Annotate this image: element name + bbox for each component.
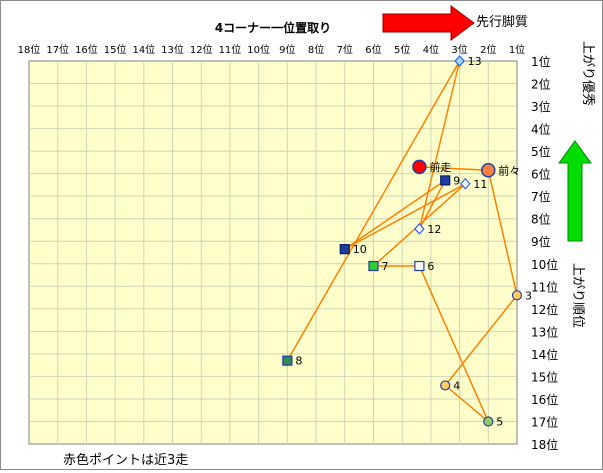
y-tick-label: 15位 [531,369,558,384]
y-tick-label: 7位 [531,189,551,204]
point-label: 9 [453,174,460,187]
data-point: 4 [440,379,460,392]
data-point: 7 [368,260,388,273]
x-tick-label: 1位 [509,43,525,56]
y-tick-label: 17位 [531,414,558,429]
x-tick-label: 11位 [219,43,242,56]
point-label: 11 [473,178,487,191]
data-points: 13 前走 前々 9 11 12 10 7 6 3 8 4 5 [282,55,532,428]
chart-title: 4コーナー一位置取り [215,20,331,35]
x-tick-label: 2位 [480,43,496,56]
y-tick-label: 8位 [531,212,551,227]
y-tick-label: 5位 [531,144,551,159]
y-tick-label: 9位 [531,234,551,249]
data-point: 6 [414,260,434,273]
point-label: 8 [295,355,302,368]
grid-lines [29,61,517,444]
y-tick-labels: 1位 2位 3位 4位 5位 6位 7位 8位 9位 10位 11位 12位 13位 14位 15位 16位 1… [531,54,558,452]
data-point: 3 [511,289,532,302]
footer-note: 赤色ポイントは近3走 [63,452,188,468]
data-point: 前々 [481,163,520,178]
y-tick-label: 10位 [531,257,558,272]
y-tick-label: 1位 [531,54,551,69]
y-tick-label: 12位 [531,302,558,317]
top-arrow-label: 先行脚質 [476,14,528,30]
x-tick-label: 14位 [132,43,155,56]
point-label: 5 [496,415,503,428]
x-tick-label: 8位 [308,43,324,56]
right-top-label: 上がり優秀 [580,41,595,106]
y-tick-label: 2位 [531,77,551,92]
y-tick-label: 11位 [531,279,558,294]
x-tick-label: 15位 [104,43,127,56]
plot-area [28,60,518,445]
x-tick-label: 7位 [337,43,353,56]
y-tick-label: 18位 [531,437,558,452]
green-arrow-icon [558,140,592,242]
x-tick-label: 18位 [18,43,41,56]
y-tick-label: 6位 [531,167,551,182]
x-tick-label: 10位 [247,43,270,56]
x-tick-label: 4位 [423,43,439,56]
data-point: 5 [483,415,503,428]
x-tick-label: 5位 [394,43,410,56]
data-point: 9 [440,174,460,187]
right-bottom-label: 上がり順位 [570,263,585,328]
x-tick-label: 17位 [46,43,69,56]
data-point: 8 [282,355,302,368]
x-tick-label: 3位 [451,43,467,56]
point-label: 前走 [429,160,451,174]
point-label: 前々 [498,163,520,177]
y-tick-label: 13位 [531,324,558,339]
point-label: 6 [427,260,434,273]
data-point: 13 [454,55,482,68]
x-tick-label: 16位 [75,43,98,56]
point-label: 3 [525,289,532,302]
y-tick-label: 3位 [531,99,551,114]
point-label: 10 [353,243,367,256]
data-point: 11 [460,178,487,191]
point-label: 13 [468,55,482,68]
data-point: 10 [339,243,367,256]
x-tick-label: 9位 [279,43,295,56]
x-tick-labels: 18位 17位 16位 15位 14位 13位 12位 11位 10位 9位 8位 7位 6位 5位 4位 3… [18,43,526,56]
data-point: 12 [414,223,441,236]
x-tick-label: 12位 [190,43,213,56]
x-tick-label: 13位 [161,43,184,56]
red-arrow-icon [382,5,475,41]
y-tick-label: 14位 [531,347,558,362]
y-tick-label: 4位 [531,122,551,137]
x-tick-label: 6位 [365,43,381,56]
data-point: 前走 [412,159,451,175]
point-label: 12 [427,223,441,236]
point-label: 4 [453,379,460,392]
y-tick-label: 16位 [531,392,558,407]
point-label: 7 [381,260,388,273]
